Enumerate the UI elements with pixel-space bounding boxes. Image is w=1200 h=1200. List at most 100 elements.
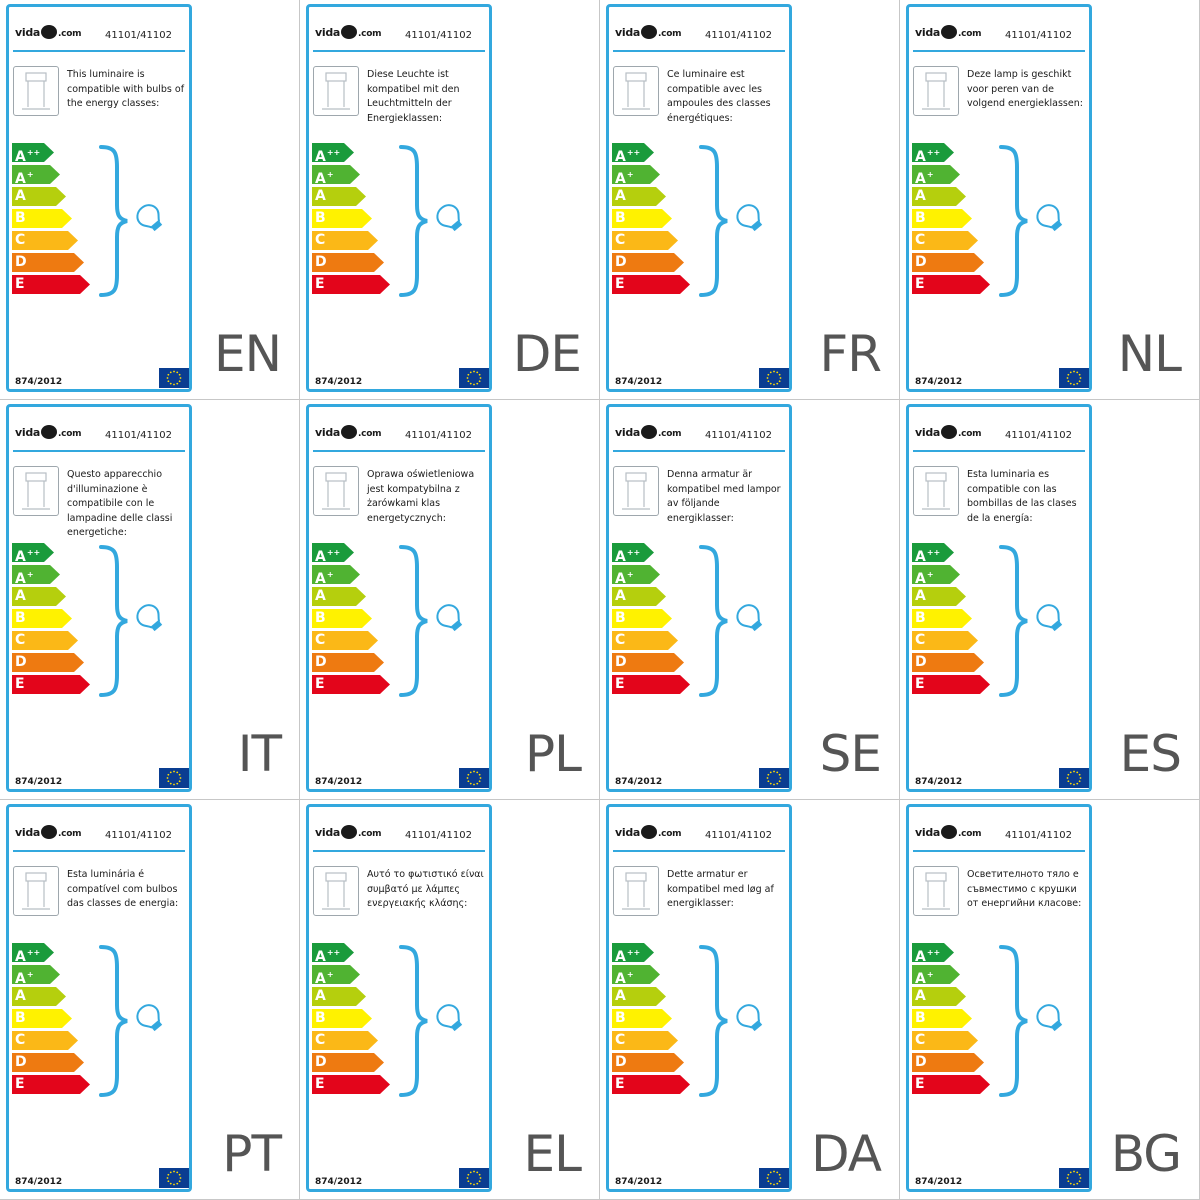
- energy-class-arrow: [912, 965, 960, 984]
- energy-class-letter: B: [15, 610, 26, 626]
- xl-logo-icon: [41, 825, 58, 839]
- energy-class-letter: A++: [15, 948, 41, 965]
- energy-class-letter: B: [915, 210, 926, 226]
- energy-label-card: vida .com 41101/41102 Oprawa oświetleniow…: [306, 404, 492, 792]
- energy-class-scale: A++ A+ A B C D E: [312, 543, 392, 699]
- header-divider: [613, 450, 785, 452]
- curly-brace-icon: [999, 945, 1028, 1097]
- compatibility-text: Deze lamp is geschikt voor peren van de …: [967, 69, 1083, 109]
- energy-class-arrow: [912, 543, 954, 562]
- energy-class-arrow: [312, 565, 360, 584]
- vidaxl-logo: vida .com: [15, 825, 82, 839]
- energy-class-a-plus: A+: [12, 965, 92, 987]
- energy-class-letter: A: [15, 188, 26, 204]
- energy-class-arrow: [12, 143, 54, 162]
- energy-class-d: D: [12, 653, 92, 672]
- energy-class-arrow: [612, 943, 654, 962]
- energy-class-letter: A+: [915, 970, 934, 987]
- energy-class-arrow: [312, 609, 372, 628]
- energy-class-arrow: [312, 231, 378, 250]
- energy-class-arrow: [612, 675, 690, 694]
- product-code: 41101/41102: [405, 830, 472, 841]
- energy-class-letter: B: [15, 210, 26, 226]
- energy-class-letter: A+: [615, 970, 634, 987]
- product-code: 41101/41102: [405, 30, 472, 41]
- xl-logo-icon: [941, 425, 958, 439]
- energy-class-e: E: [12, 1075, 92, 1094]
- energy-class-arrow: [912, 1009, 972, 1028]
- energy-class-arrow: [12, 987, 66, 1006]
- energy-class-scale: A++ A+ A B C D E: [312, 143, 392, 299]
- energy-class-arrow: [312, 1009, 372, 1028]
- language-code: BG: [1110, 1125, 1182, 1183]
- curly-brace-icon: [99, 945, 128, 1097]
- energy-class-arrow: [612, 631, 678, 650]
- energy-class-e: E: [312, 1075, 392, 1094]
- curly-brace-icon: [699, 945, 728, 1097]
- energy-class-arrow: [612, 565, 660, 584]
- energy-class-c: C: [312, 631, 392, 650]
- energy-class-letter: A++: [15, 148, 41, 165]
- energy-class-letter: C: [915, 232, 926, 248]
- energy-class-arrow: [12, 209, 72, 228]
- energy-class-arrow: [12, 965, 60, 984]
- product-code: 41101/41102: [705, 30, 772, 41]
- eu-flag-icon: [1059, 1168, 1089, 1188]
- light-bulb-icon: [736, 604, 763, 632]
- language-code: FR: [819, 325, 882, 383]
- energy-class-letter: A: [315, 188, 326, 204]
- vidaxl-logo: vida .com: [315, 825, 382, 839]
- curly-brace-icon: [399, 145, 428, 297]
- energy-class-letter: A+: [15, 970, 34, 987]
- energy-class-arrow: [312, 1031, 378, 1050]
- energy-class-arrow: [612, 653, 684, 672]
- header-divider: [913, 50, 1085, 52]
- eu-flag-icon: [759, 1168, 789, 1188]
- energy-class-e: E: [12, 275, 92, 294]
- energy-class-arrow: [312, 987, 366, 1006]
- energy-class-letter: D: [315, 254, 327, 270]
- regulation-number: 874/2012: [15, 1177, 63, 1187]
- energy-class-letter: E: [915, 1076, 925, 1092]
- energy-class-a-plus-plus: A++: [12, 543, 92, 565]
- energy-class-arrow: [12, 187, 66, 206]
- xl-logo-icon: [941, 825, 958, 839]
- language-panel-en: vida .com 41101/41102 This luminaire is c…: [0, 0, 300, 400]
- energy-class-letter: E: [315, 276, 325, 292]
- compatibility-text: Dette armatur er kompatibel med løg af e…: [667, 869, 774, 909]
- energy-class-a-plus-plus: A++: [912, 943, 992, 965]
- energy-class-arrow: [612, 143, 654, 162]
- energy-class-a-plus-plus: A++: [312, 543, 392, 565]
- compatibility-text: Esta luminaria es compatible con las bom…: [967, 469, 1077, 524]
- energy-class-arrow: [312, 675, 390, 694]
- energy-class-d: D: [612, 1053, 692, 1072]
- energy-class-letter: A: [15, 988, 26, 1004]
- energy-class-arrow: [312, 965, 360, 984]
- energy-class-arrow: [612, 1031, 678, 1050]
- energy-class-letter: B: [615, 1010, 626, 1026]
- energy-class-arrow: [912, 943, 954, 962]
- curly-brace-icon: [699, 545, 728, 697]
- energy-class-a: A: [312, 187, 392, 206]
- energy-class-letter: E: [615, 676, 625, 692]
- energy-class-a: A: [912, 987, 992, 1006]
- energy-class-letter: A++: [315, 148, 341, 165]
- energy-class-c: C: [312, 231, 392, 250]
- energy-class-b: B: [912, 1009, 992, 1028]
- energy-class-letter: C: [15, 1032, 26, 1048]
- energy-class-arrow: [912, 187, 966, 206]
- luminaire-icon: [313, 866, 359, 916]
- light-bulb-icon: [436, 604, 463, 632]
- energy-class-a: A: [912, 187, 992, 206]
- vidaxl-logo: vida .com: [615, 25, 682, 39]
- energy-class-arrow: [912, 253, 984, 272]
- compatibility-text: Αυτό το φωτιστικό είναι συμβατό με λάμπε…: [367, 869, 484, 909]
- energy-class-letter: C: [315, 1032, 326, 1048]
- energy-class-c: C: [912, 231, 992, 250]
- energy-class-e: E: [912, 275, 992, 294]
- energy-class-d: D: [12, 253, 92, 272]
- energy-class-c: C: [12, 1031, 92, 1050]
- xl-logo-icon: [641, 425, 658, 439]
- energy-class-letter: A++: [315, 548, 341, 565]
- energy-class-letter: D: [15, 1054, 27, 1070]
